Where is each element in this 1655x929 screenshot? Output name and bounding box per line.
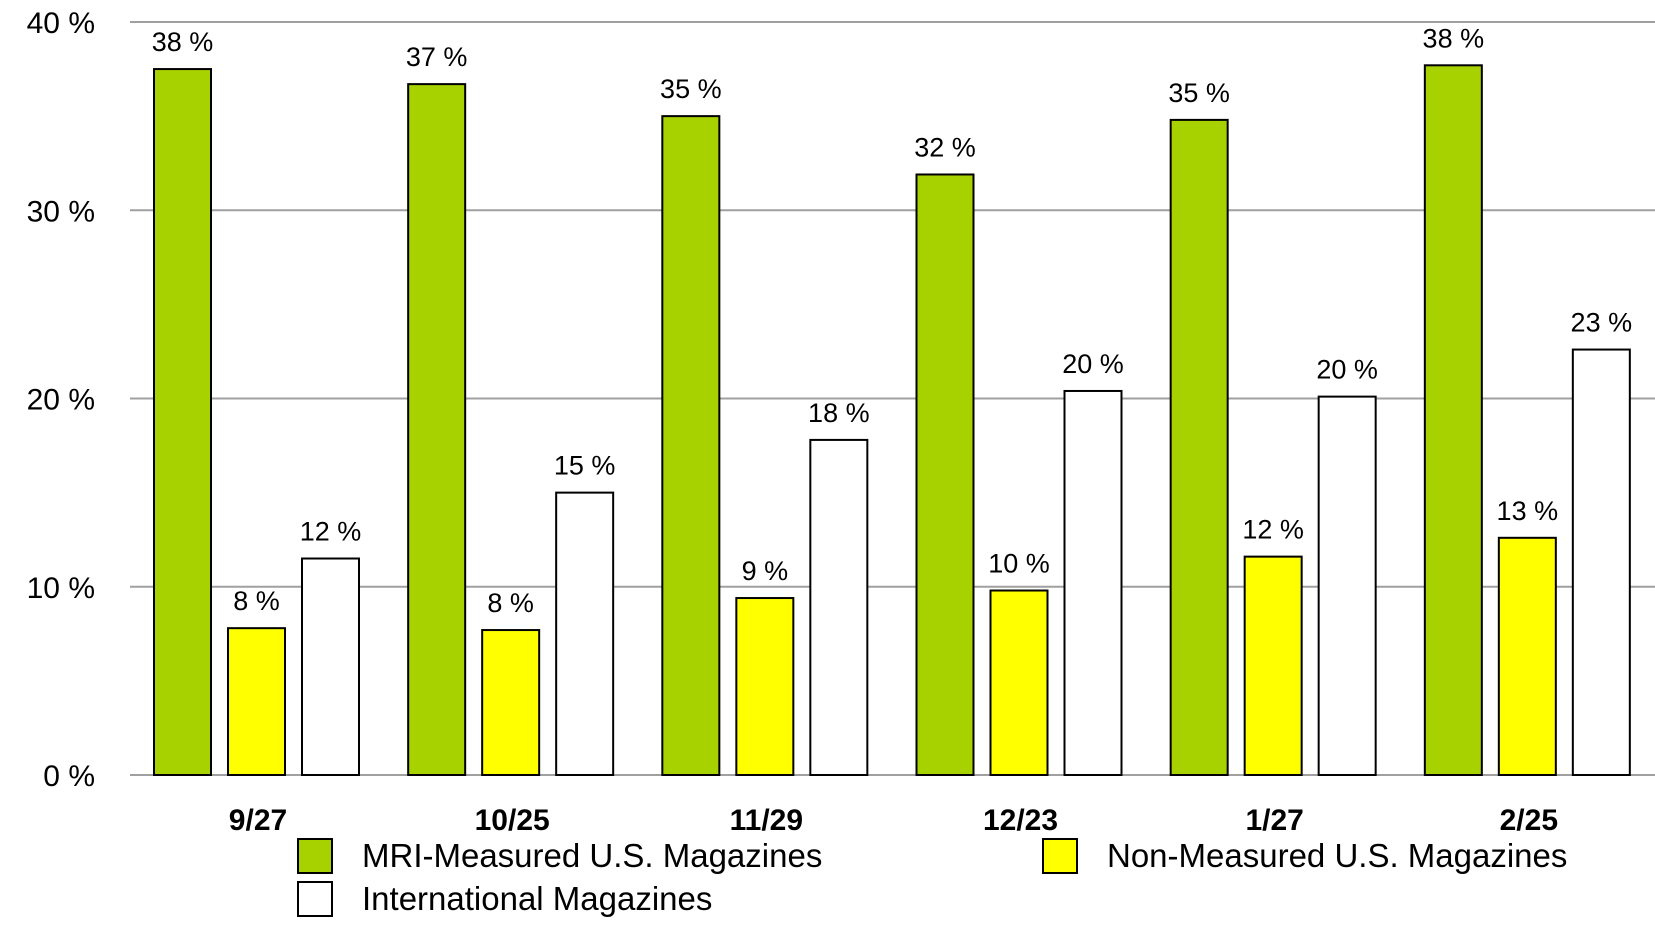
bars [153,64,1631,777]
legend-label-2: Non-Measured U.S. Magazines [1107,837,1567,874]
data-labels: 38 % 8 % 12 % 37 % 8 % 15 % 35 % 9 % 18 % 32 % 10 … [152,23,1632,618]
bar-2-2 [481,629,541,776]
data-label: 20 % [1062,349,1124,379]
data-label: 32 % [914,132,976,162]
data-label: 35 % [660,74,722,104]
legend-swatch-1 [297,838,333,874]
y-tick-label: 40 % [27,7,95,40]
data-label: 8 % [487,588,534,618]
bar-1-3 [661,115,721,776]
bar-2-3 [735,597,795,776]
gridlines [130,21,1655,776]
y-tick-label: 20 % [27,384,95,417]
data-label: 37 % [406,42,468,72]
category-labels: 9/27 10/25 11/29 12/23 1/27 2/25 [229,804,1558,837]
category-label: 11/29 [730,804,803,837]
bar-1-5 [1169,118,1229,776]
legend-swatch-2 [1042,838,1078,874]
y-tick-label: 0 % [43,760,95,793]
y-axis-tick-labels: 0 % 10 % 20 % 30 % 40 % [27,7,95,793]
legend-label-1: MRI-Measured U.S. Magazines [362,837,822,874]
bar-3-6 [1571,348,1631,776]
bar-3-4 [1063,389,1123,776]
legend-swatch-3 [297,881,333,917]
data-label: 9 % [742,556,789,586]
data-label: 20 % [1316,355,1378,385]
bar-3-2 [555,491,615,776]
data-label: 38 % [152,27,214,57]
bar-3-3 [809,438,869,776]
data-label: 12 % [1242,515,1304,545]
bar-1-6 [1423,64,1483,777]
legend-label-3: International Magazines [362,880,712,917]
legend: MRI-Measured U.S. Magazines Non-Measured … [297,837,1567,917]
bar-3-5 [1317,395,1377,776]
data-label: 23 % [1571,308,1633,338]
y-tick-label: 10 % [27,572,95,605]
bar-3-1 [301,557,360,777]
category-label: 10/25 [475,804,550,837]
category-label: 1/27 [1245,804,1303,837]
bar-1-2 [407,83,467,776]
category-label: 2/25 [1500,804,1558,837]
data-label: 35 % [1168,78,1230,108]
bar-2-4 [989,589,1049,777]
data-label: 10 % [988,549,1050,579]
data-label: 15 % [554,451,616,481]
data-label: 12 % [300,517,362,547]
data-label: 38 % [1423,23,1485,53]
bar-2-6 [1497,536,1557,776]
y-tick-label: 30 % [27,195,95,228]
category-label: 9/27 [229,804,287,837]
bar-2-5 [1243,555,1303,776]
data-label: 18 % [808,398,870,428]
category-label: 12/23 [983,804,1058,837]
bar-1-4 [915,173,975,777]
data-label: 8 % [233,586,280,616]
bar-1-1 [153,68,212,776]
bar-2-1 [227,627,286,776]
data-label: 13 % [1497,496,1559,526]
